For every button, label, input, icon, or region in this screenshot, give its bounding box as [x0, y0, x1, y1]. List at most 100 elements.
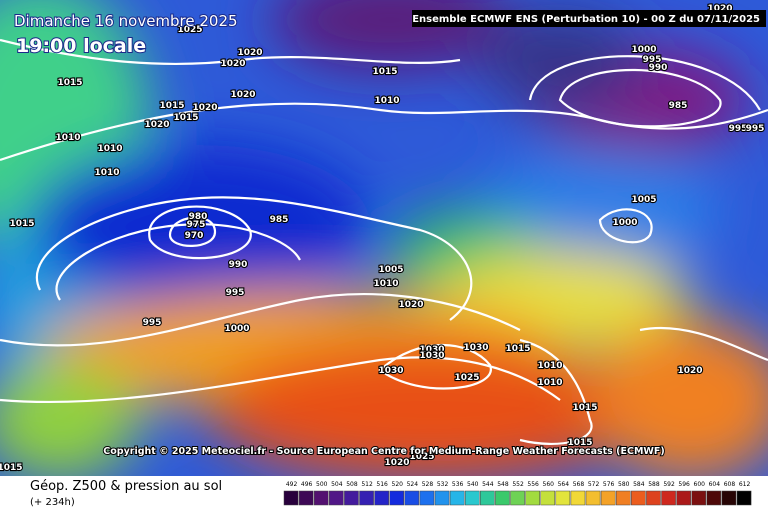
legend-label: 584: [633, 481, 645, 488]
legend-label: 520: [392, 481, 404, 488]
isobar-label: 1000: [224, 324, 249, 334]
isobar-label: 1025: [177, 25, 202, 35]
forecast-date: Dimanche 16 novembre 2025: [14, 12, 238, 30]
legend-label: 512: [361, 481, 373, 488]
isobar-label: 1010: [97, 144, 122, 154]
legend-swatch: [298, 490, 314, 506]
isobar-label: 1020: [398, 300, 423, 310]
legend-label: 552: [512, 481, 524, 488]
legend-swatch: [510, 490, 525, 506]
legend-swatch: [676, 490, 691, 506]
legend-swatch: [706, 490, 722, 506]
legend-label: 544: [482, 481, 494, 488]
legend-swatch: [313, 490, 329, 506]
isobar-label: 995: [143, 318, 162, 328]
legend-label: 496: [301, 481, 313, 488]
legend-swatch: [434, 490, 450, 506]
isobar-label: 1025: [409, 452, 434, 462]
isobar-label: 1010: [374, 96, 399, 106]
copyright: Copyright © 2025 Meteociel.fr - Source E…: [103, 446, 664, 457]
legend-label: 500: [316, 481, 328, 488]
legend-swatch: [736, 490, 752, 506]
forecast-time: 19:00 locale: [16, 35, 146, 57]
isobar-label: 1015: [567, 438, 592, 448]
isobar-label: 1020: [230, 90, 255, 100]
isobar-label: 1010: [55, 133, 80, 143]
legend-label: 528: [422, 481, 434, 488]
legend-label: 568: [573, 481, 585, 488]
legend-swatch: [419, 490, 435, 506]
isobar-label: 985: [270, 215, 289, 225]
isobar-label: 1010: [537, 361, 562, 371]
isobar-label: 1015: [9, 219, 34, 229]
isobar-label: 1010: [537, 378, 562, 388]
legend-swatch: [615, 490, 631, 506]
isobar-label: 1020: [144, 120, 169, 130]
legend-swatch: [721, 490, 737, 506]
footer-lead: (+ 234h): [30, 497, 75, 508]
legend-label: 576: [603, 481, 615, 488]
legend-swatch: [646, 490, 661, 506]
isobar-label: 1000: [631, 45, 656, 55]
isobar-label: 1015: [572, 403, 597, 413]
isobar-label: 1020: [237, 48, 262, 58]
isobar-label: 975: [187, 220, 206, 230]
legend-swatch: [570, 490, 586, 506]
isobar-label: 990: [649, 63, 668, 73]
legend-swatch: [389, 490, 405, 506]
isobar-label: 1020: [677, 366, 702, 376]
legend-label: 596: [678, 481, 690, 488]
isobar-label: 1030: [419, 345, 444, 355]
isobar-label: 1010: [373, 279, 398, 289]
legend-label: 588: [648, 481, 660, 488]
run-info: Ensemble ECMWF ENS (Perturbation 10) - 0…: [412, 14, 760, 25]
legend-swatch: [600, 490, 616, 506]
isobar-label: 1030: [378, 366, 403, 376]
isobars: [0, 38, 768, 446]
legend-label: 504: [331, 481, 343, 488]
legend-label: 608: [724, 481, 736, 488]
isobar-label: 1010: [94, 168, 119, 178]
legend-label: 564: [558, 481, 570, 488]
legend-swatch: [404, 490, 420, 506]
isobar-label: 1015: [372, 67, 397, 77]
isobar-label: 1030: [419, 351, 444, 361]
run-box: [412, 10, 766, 27]
isobar-label: 995: [643, 55, 662, 65]
legend: 492 496 500 504 508 512 516 520 524 528 532 536 540 5…: [283, 481, 752, 506]
isobar-label: 1005: [378, 265, 403, 275]
legend-label: 548: [497, 481, 509, 488]
legend-label: 508: [346, 481, 358, 488]
legend-label: 600: [694, 481, 706, 488]
isobar-label: 1015: [0, 463, 23, 473]
legend-label: 524: [407, 481, 419, 488]
isobar-label: 985: [669, 101, 688, 111]
legend-label: 560: [543, 481, 555, 488]
isobar-label: 980: [189, 212, 208, 222]
isobar-label: 995: [226, 288, 245, 298]
legend-label: 516: [376, 481, 388, 488]
legend-swatch: [495, 490, 510, 506]
isobar-label: 970: [185, 231, 204, 241]
isobar-label: 1020: [220, 59, 245, 69]
legend-label: 592: [663, 481, 675, 488]
legend-swatch: [374, 490, 389, 506]
legend-swatch: [540, 490, 556, 506]
legend-label: 536: [452, 481, 464, 488]
legend-label: 580: [618, 481, 630, 488]
isobar-label: 1030: [463, 343, 488, 353]
isobar-label: 1015: [173, 113, 198, 123]
isobar-label: 1005: [631, 195, 656, 205]
isobar-label: 995: [729, 124, 748, 134]
isobar-label: 1025: [454, 373, 479, 383]
footer-title: Géop. Z500 & pression au sol: [30, 479, 222, 494]
legend-swatch: [585, 490, 601, 506]
isobar-label: 1015: [505, 344, 530, 354]
legend-swatch: [480, 490, 495, 506]
legend-swatch: [329, 490, 344, 506]
legend-label: 612: [739, 481, 751, 488]
legend-swatch: [555, 490, 571, 506]
legend-label: 492: [286, 481, 298, 488]
